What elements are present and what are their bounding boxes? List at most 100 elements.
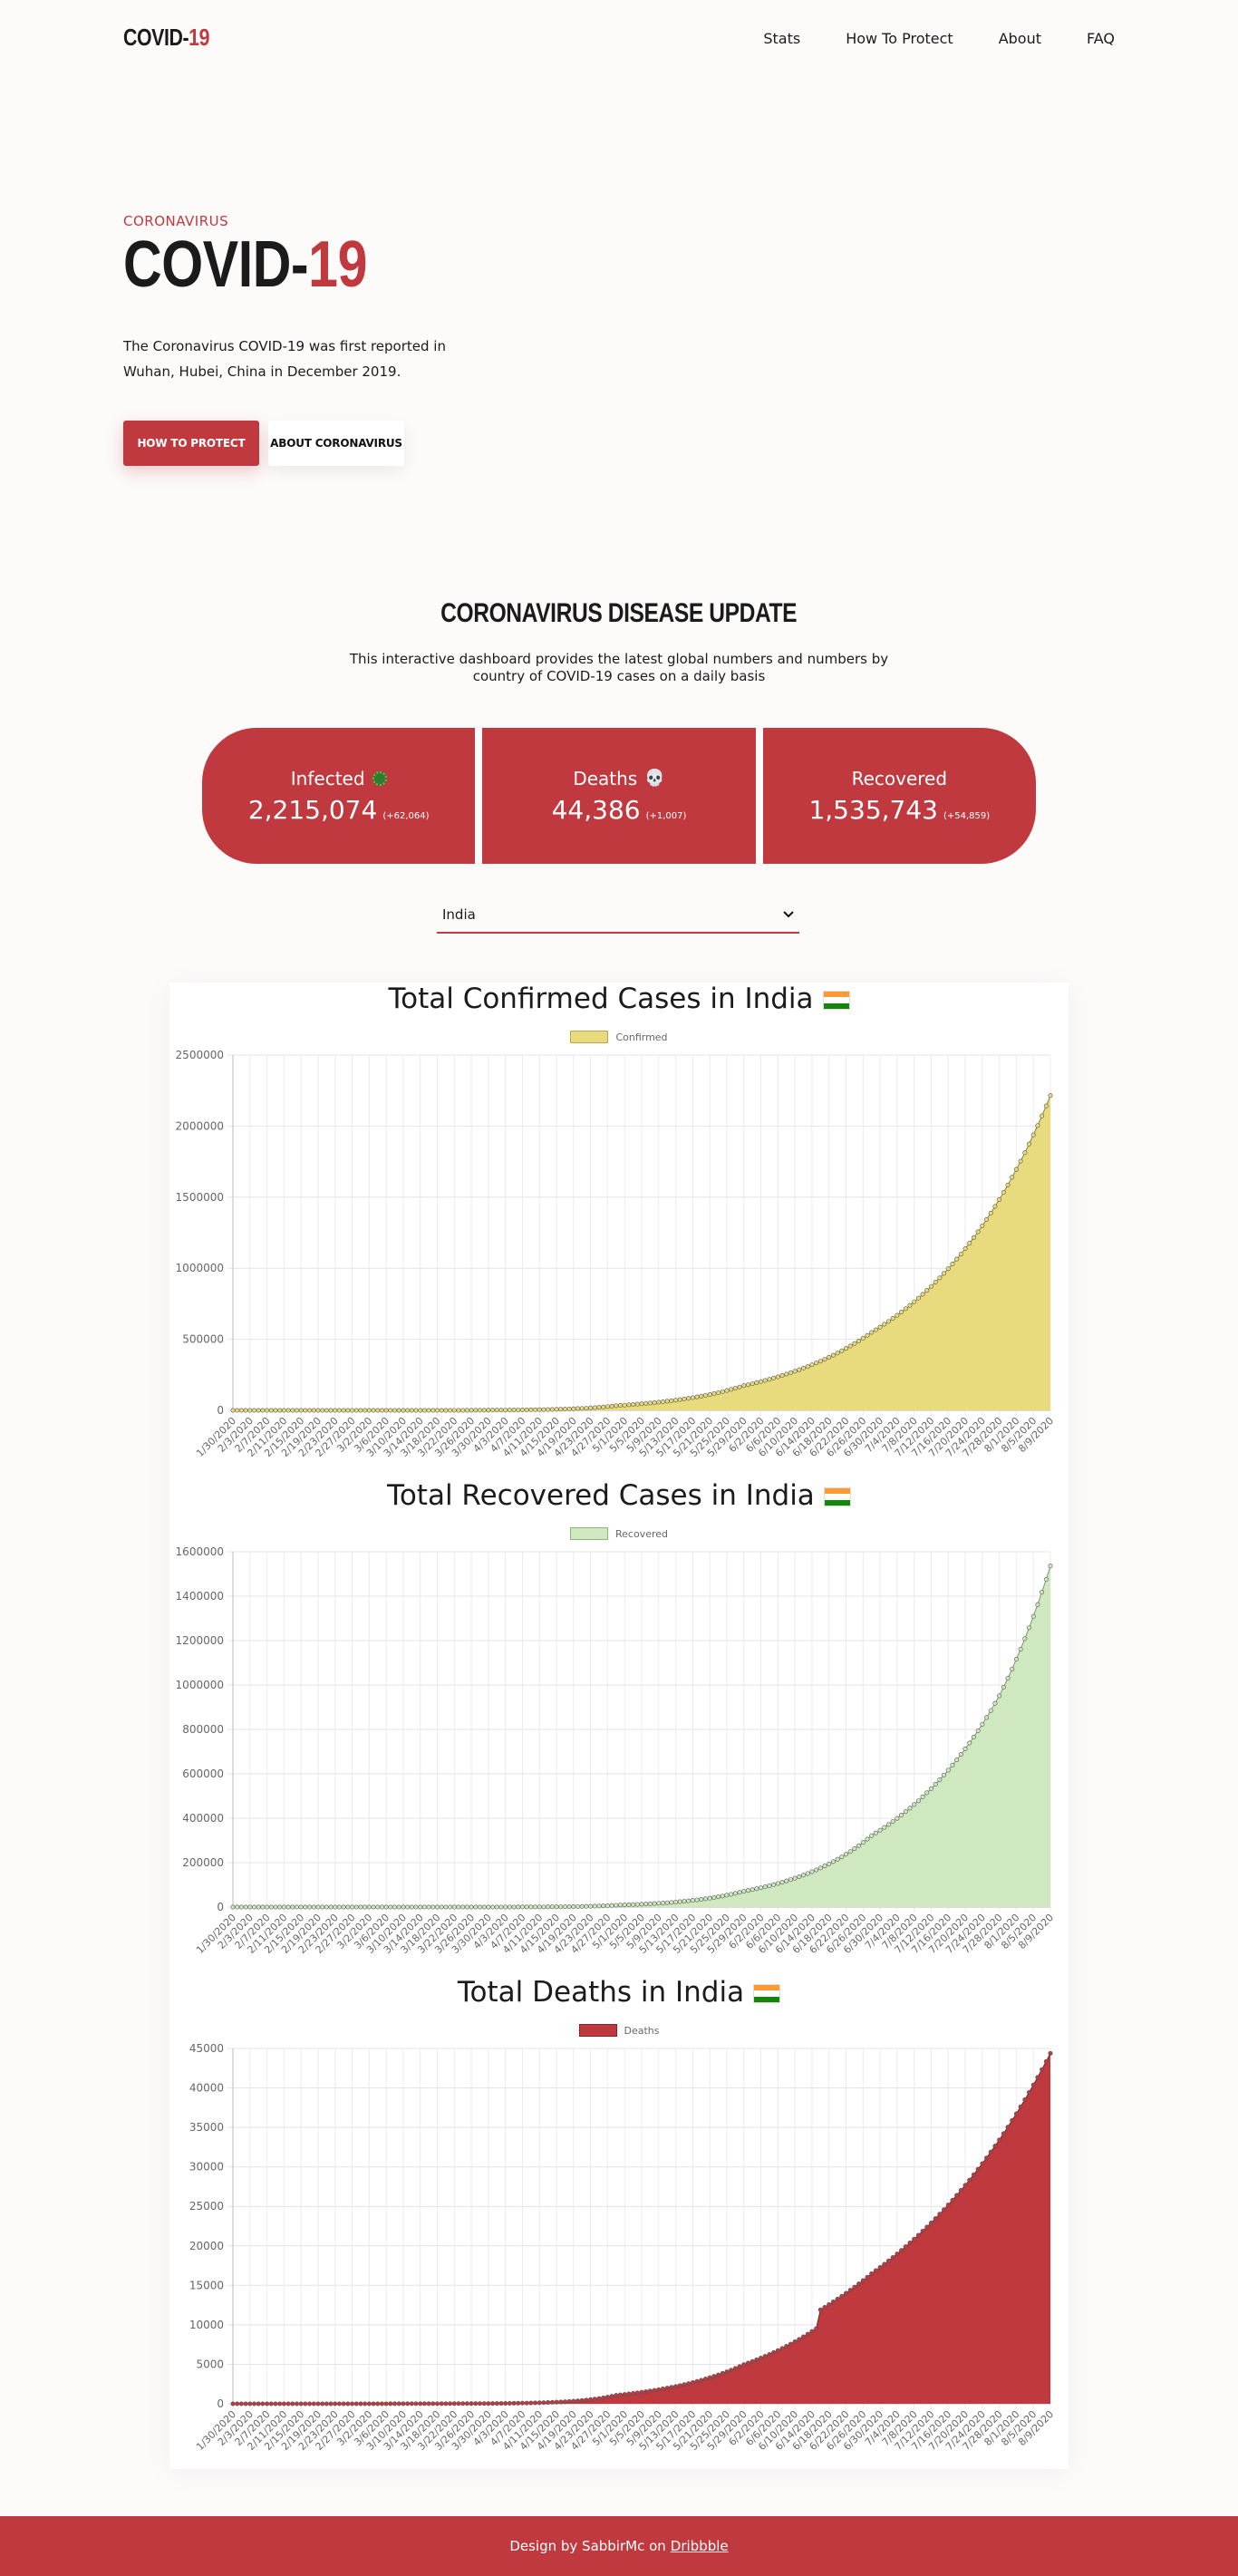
data-point <box>759 1379 764 1384</box>
data-point <box>571 2398 576 2404</box>
y-tick-label: 35000 <box>189 2121 224 2134</box>
data-point <box>315 1408 321 1413</box>
data-point <box>371 1408 376 1413</box>
data-point <box>1001 1190 1006 1196</box>
data-point <box>707 1895 712 1901</box>
data-point <box>443 1904 449 1910</box>
nav-faq[interactable]: FAQ <box>1087 30 1115 47</box>
data-point <box>333 1904 338 1910</box>
data-point <box>519 1904 525 1910</box>
data-point <box>885 2258 891 2263</box>
data-point <box>273 1408 278 1413</box>
data-point <box>358 1408 363 1413</box>
data-point <box>486 2401 491 2407</box>
data-point <box>537 1904 542 1910</box>
logo[interactable]: COVID-19 <box>123 24 210 51</box>
how-to-protect-button[interactable]: HOW TO PROTECT <box>123 421 259 466</box>
about-coronavirus-button[interactable]: ABOUT CORONAVIRUS <box>268 421 404 466</box>
nav-stats[interactable]: Stats <box>763 30 801 47</box>
nav-about[interactable]: About <box>998 30 1041 47</box>
data-point <box>750 1887 755 1893</box>
data-point <box>243 1408 248 1413</box>
data-point <box>686 1396 692 1401</box>
data-point <box>546 2400 551 2406</box>
data-point <box>290 1408 295 1413</box>
data-point <box>418 2401 423 2407</box>
data-point <box>464 2401 469 2407</box>
data-point <box>669 1900 674 1905</box>
data-point <box>375 1904 381 1910</box>
data-point <box>1027 2089 1032 2095</box>
data-point <box>528 1904 534 1910</box>
chart-legend[interactable]: Confirmed <box>169 1031 1069 1043</box>
data-point <box>830 2300 836 2305</box>
dribbble-link[interactable]: Dribbble <box>670 2538 729 2554</box>
data-point <box>503 1408 508 1413</box>
charts-card: Total Confirmed Cases in India Confirmed… <box>169 983 1069 2469</box>
data-point <box>1005 1182 1011 1187</box>
data-point <box>745 1888 750 1893</box>
country-select[interactable]: India <box>437 897 799 934</box>
nav-how-to-protect[interactable]: How To Protect <box>846 30 953 47</box>
chart-legend[interactable]: Recovered <box>169 1527 1069 1540</box>
data-point <box>614 1903 619 1908</box>
deaths-chart: Total Deaths in India Deaths 0 5000 10000 1… <box>169 1976 1069 2470</box>
data-point <box>549 1407 555 1412</box>
data-point <box>303 1408 308 1413</box>
data-point <box>980 1223 985 1228</box>
data-point <box>481 1904 487 1910</box>
data-point <box>383 1904 389 1910</box>
data-point <box>643 1902 649 1907</box>
data-point <box>469 1408 474 1413</box>
data-point <box>729 1387 734 1392</box>
data-point <box>243 2401 248 2407</box>
data-point <box>604 2395 610 2400</box>
data-point <box>579 1406 585 1411</box>
data-point <box>324 1408 329 1413</box>
data-point <box>1013 1657 1019 1662</box>
data-point <box>430 2401 436 2407</box>
data-point <box>281 1408 286 1413</box>
data-point <box>869 1330 875 1335</box>
data-point <box>285 1408 291 1413</box>
data-point <box>298 1904 304 1910</box>
data-point <box>865 1332 870 1338</box>
data-point <box>885 1319 891 1324</box>
data-point <box>945 1767 951 1773</box>
data-point <box>230 2401 236 2407</box>
data-point <box>686 1898 692 1903</box>
data-point <box>639 2389 644 2395</box>
data-point <box>664 1900 670 1905</box>
chart-legend[interactable]: Deaths <box>169 2024 1069 2037</box>
data-point <box>524 1904 529 1910</box>
data-point <box>558 2399 564 2405</box>
data-point <box>954 2193 960 2198</box>
data-point <box>711 2374 717 2379</box>
data-point <box>882 1825 887 1830</box>
data-point <box>660 1399 665 1404</box>
data-point <box>950 1762 955 1767</box>
data-point <box>1013 2111 1019 2116</box>
data-point <box>1043 1103 1049 1109</box>
data-point <box>988 1708 993 1713</box>
data-point <box>711 1894 717 1900</box>
data-point <box>792 1369 798 1374</box>
data-point <box>490 1904 496 1910</box>
data-point <box>656 1901 662 1906</box>
recovered-chart: Total Recovered Cases in India Recovered… <box>169 1479 1069 1973</box>
data-point <box>912 1299 917 1304</box>
data-point <box>847 1343 853 1349</box>
data-point <box>353 2401 359 2407</box>
data-point <box>235 1904 240 1910</box>
data-point <box>720 1893 725 1899</box>
data-point <box>290 1904 295 1910</box>
data-point <box>464 1904 469 1910</box>
y-tick-label: 25000 <box>189 2200 224 2213</box>
data-point <box>915 1798 921 1804</box>
data-point <box>511 1904 517 1910</box>
data-point <box>788 2341 793 2347</box>
data-point <box>933 1280 938 1285</box>
data-point <box>967 2177 972 2183</box>
data-point <box>251 1904 256 1910</box>
data-point <box>677 1397 682 1402</box>
